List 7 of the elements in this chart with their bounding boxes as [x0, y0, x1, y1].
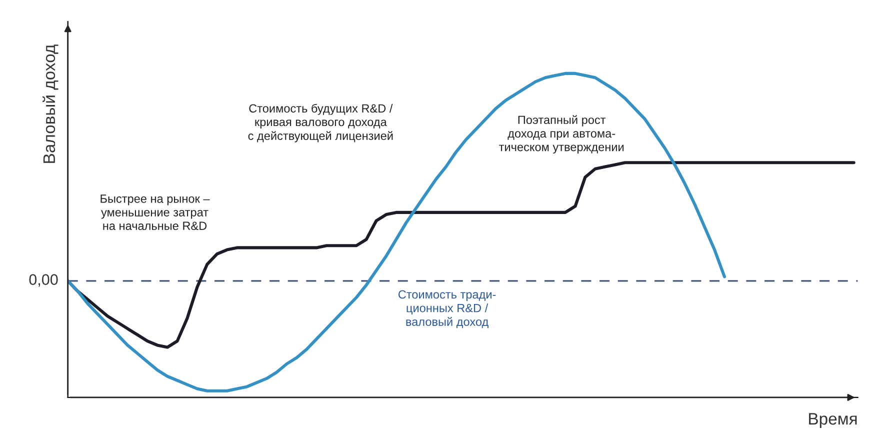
annotation: Поэтапный рост дохода при автома- тическом утверждении [499, 115, 624, 154]
annotation: Быстрее на рынок – уменьшение затрат на начальные R&D [100, 194, 210, 230]
y-axis-title: Валовый доход [42, 44, 58, 163]
ref-line-label: 0,00 [29, 274, 58, 287]
annotation: Стоимость тради- ционных R&D / валовый доход [398, 290, 496, 328]
annotation: Стоимость будущих R&D / кривая валового дохода с действующей лицензией [248, 104, 393, 142]
x-axis-title: Время [809, 413, 857, 428]
